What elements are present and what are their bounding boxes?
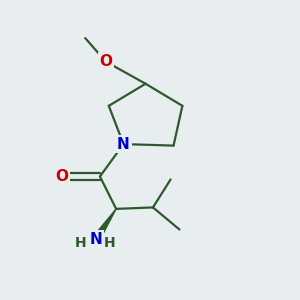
Text: O: O <box>55 169 68 184</box>
Text: H: H <box>75 236 87 250</box>
Text: O: O <box>99 54 112 69</box>
Text: N: N <box>117 136 130 152</box>
Polygon shape <box>92 209 116 242</box>
Text: H: H <box>104 236 116 250</box>
Text: N: N <box>89 232 102 247</box>
